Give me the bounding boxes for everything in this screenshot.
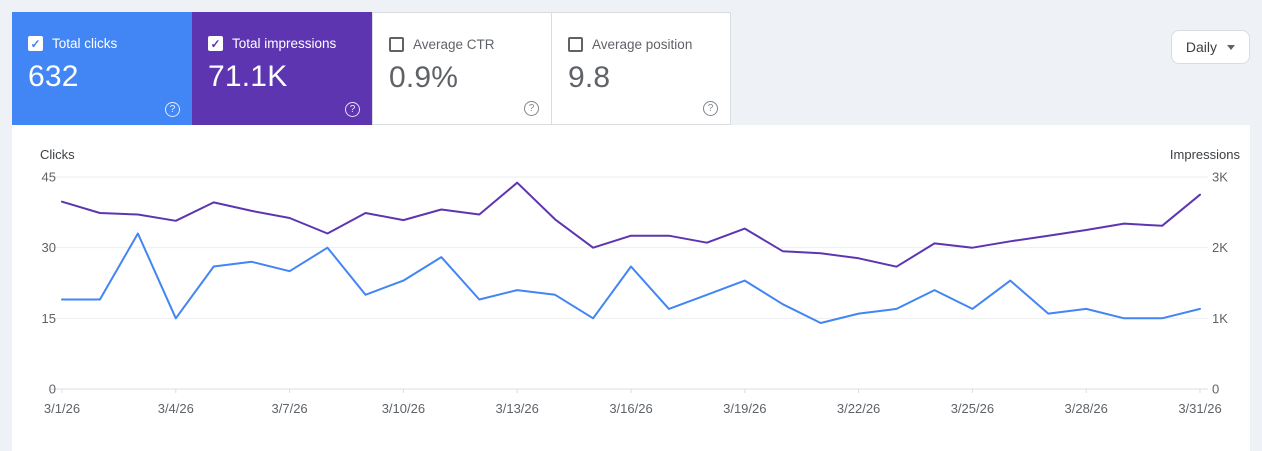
svg-text:3K: 3K bbox=[1212, 170, 1228, 185]
metric-cards: ✓ Total clicks 632 ? ✓ Total impressions… bbox=[12, 12, 731, 125]
metric-card-average-ctr[interactable]: Average CTR 0.9% ? bbox=[372, 12, 552, 125]
svg-text:3/25/26: 3/25/26 bbox=[951, 401, 994, 416]
metrics-toolbar: ✓ Total clicks 632 ? ✓ Total impressions… bbox=[0, 0, 1262, 125]
checkmark-icon: ✓ bbox=[210, 36, 221, 51]
metric-label: Total clicks bbox=[52, 36, 118, 51]
metric-value: 9.8 bbox=[568, 61, 611, 94]
svg-text:0: 0 bbox=[49, 382, 56, 397]
help-icon[interactable]: ? bbox=[165, 102, 180, 117]
help-icon[interactable]: ? bbox=[703, 101, 718, 116]
average-ctr-checkbox[interactable] bbox=[389, 37, 404, 52]
metric-card-total-impressions[interactable]: ✓ Total impressions 71.1K ? bbox=[192, 12, 372, 125]
svg-text:Impressions: Impressions bbox=[1170, 147, 1241, 162]
metric-value: 71.1K bbox=[208, 60, 288, 93]
svg-text:2K: 2K bbox=[1212, 240, 1228, 255]
svg-text:3/10/26: 3/10/26 bbox=[382, 401, 425, 416]
metric-card-header: ✓ Total clicks bbox=[28, 36, 176, 51]
total-impressions-checkbox[interactable]: ✓ bbox=[208, 36, 223, 51]
metric-value: 632 bbox=[28, 60, 79, 93]
svg-text:3/28/26: 3/28/26 bbox=[1065, 401, 1108, 416]
svg-text:3/13/26: 3/13/26 bbox=[496, 401, 539, 416]
metric-card-header: Average CTR bbox=[389, 37, 535, 52]
granularity-label: Daily bbox=[1185, 39, 1217, 55]
help-icon[interactable]: ? bbox=[524, 101, 539, 116]
svg-text:30: 30 bbox=[42, 240, 56, 255]
caret-down-icon bbox=[1227, 44, 1235, 50]
date-granularity-dropdown[interactable]: Daily bbox=[1170, 30, 1250, 64]
metric-card-header: Average position bbox=[568, 37, 714, 52]
performance-line-chart[interactable]: 0 15 30 45 0 1K 2K 3K Clicks Impressions 3/1/26 3/4… bbox=[12, 125, 1250, 451]
checkmark-icon: ✓ bbox=[30, 36, 41, 51]
average-position-checkbox[interactable] bbox=[568, 37, 583, 52]
svg-text:15: 15 bbox=[42, 311, 56, 326]
svg-text:3/16/26: 3/16/26 bbox=[609, 401, 652, 416]
metric-card-average-position[interactable]: Average position 9.8 ? bbox=[551, 12, 731, 125]
svg-text:Clicks: Clicks bbox=[40, 147, 75, 162]
chart-panel: 0 15 30 45 0 1K 2K 3K Clicks Impressions 3/1/26 3/4… bbox=[12, 125, 1250, 451]
svg-text:3/19/26: 3/19/26 bbox=[723, 401, 766, 416]
metric-card-total-clicks[interactable]: ✓ Total clicks 632 ? bbox=[12, 12, 192, 125]
help-icon[interactable]: ? bbox=[345, 102, 360, 117]
svg-text:1K: 1K bbox=[1212, 311, 1228, 326]
metric-label: Average position bbox=[592, 37, 693, 52]
svg-text:3/31/26: 3/31/26 bbox=[1178, 401, 1221, 416]
svg-text:45: 45 bbox=[42, 170, 56, 185]
metric-value: 0.9% bbox=[389, 61, 459, 94]
svg-text:3/4/26: 3/4/26 bbox=[158, 401, 194, 416]
svg-text:3/7/26: 3/7/26 bbox=[272, 401, 308, 416]
svg-text:3/1/26: 3/1/26 bbox=[44, 401, 80, 416]
svg-text:0: 0 bbox=[1212, 382, 1219, 397]
metric-label: Total impressions bbox=[232, 36, 337, 51]
total-clicks-checkbox[interactable]: ✓ bbox=[28, 36, 43, 51]
metric-label: Average CTR bbox=[413, 37, 495, 52]
svg-text:3/22/26: 3/22/26 bbox=[837, 401, 880, 416]
metric-card-header: ✓ Total impressions bbox=[208, 36, 356, 51]
